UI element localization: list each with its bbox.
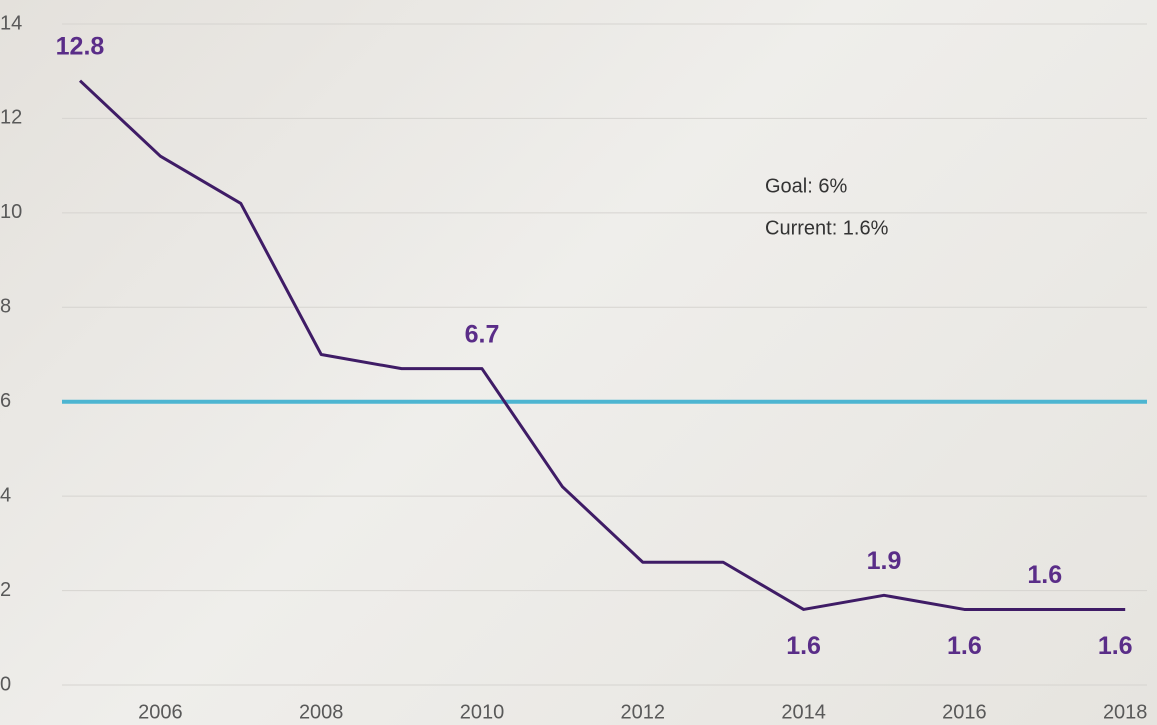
y-tick-label: 12 [0, 107, 22, 129]
x-tick-label: 2008 [299, 701, 344, 723]
x-tick-label: 2012 [621, 701, 666, 723]
data-label: 6.7 [465, 320, 500, 348]
x-tick-label: 2016 [942, 701, 987, 723]
annotation: Current: 1.6% [765, 217, 889, 239]
x-tick-label: 2014 [781, 701, 826, 723]
y-tick-label: 14 [0, 12, 22, 34]
chart: Goal: 6% Current: 1.6% 0 2 4 6 8 10 12 14 2006 20… [0, 0, 1157, 725]
data-label: 1.6 [786, 632, 821, 660]
data-label: 12.8 [56, 32, 105, 60]
y-tick-label: 6 [0, 390, 11, 412]
y-tick-label: 10 [0, 201, 22, 223]
data-label: 1.6 [1098, 632, 1133, 660]
annotation: Goal: 6% [765, 175, 847, 197]
data-label: 1.9 [867, 547, 902, 575]
y-tick-label: 2 [0, 579, 11, 601]
data-label: 1.6 [1027, 561, 1062, 589]
series-line [80, 81, 1125, 610]
y-tick-label: 0 [0, 673, 11, 695]
x-tick-label: 2018 [1103, 701, 1148, 723]
data-label: 1.6 [947, 632, 982, 660]
y-tick-label: 4 [0, 484, 11, 506]
x-tick-label: 2010 [460, 701, 505, 723]
x-tick-label: 2006 [138, 701, 183, 723]
y-tick-label: 8 [0, 296, 11, 318]
